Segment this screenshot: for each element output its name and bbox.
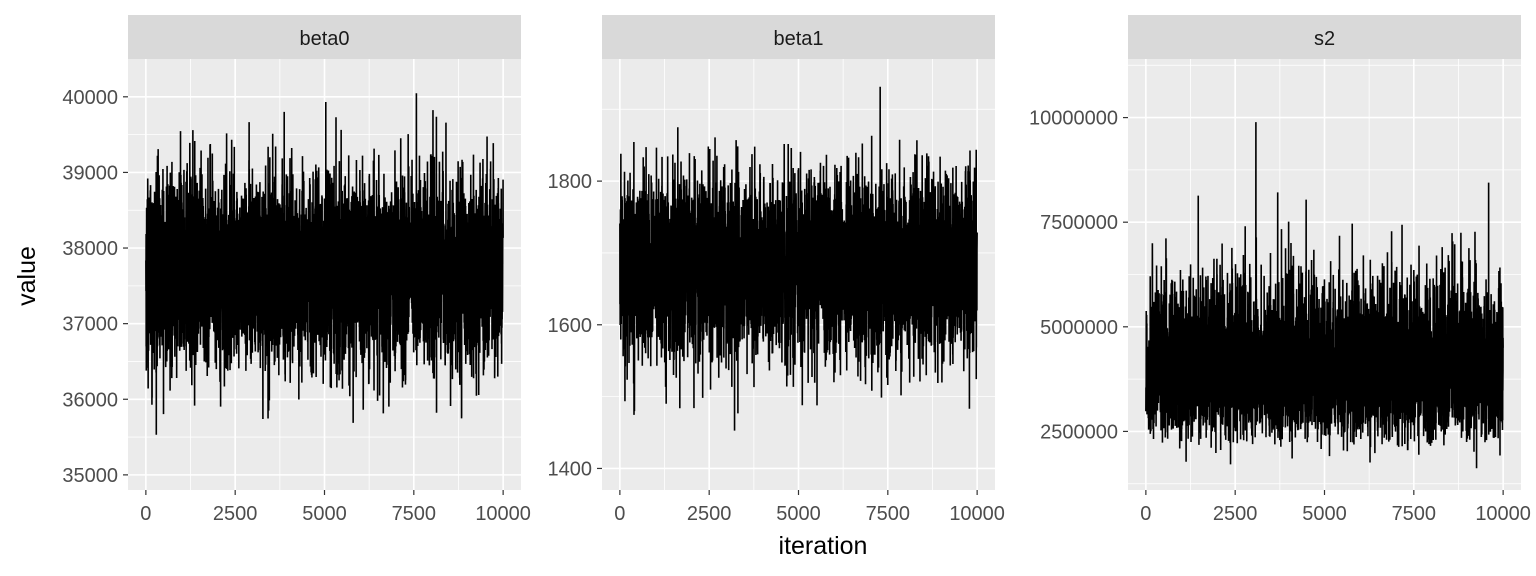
y-tick-label: 1600 xyxy=(548,315,593,337)
strip-label: beta0 xyxy=(299,28,349,50)
x-tick-label: 0 xyxy=(614,503,625,525)
strip-label: beta1 xyxy=(773,28,823,50)
strip-background xyxy=(128,15,521,59)
y-tick-label: 35000 xyxy=(62,465,118,487)
y-tick-label: 37000 xyxy=(62,314,118,336)
strip-label: s2 xyxy=(1314,28,1335,50)
trace-line-beta1 xyxy=(619,86,978,431)
x-tick-label: 7500 xyxy=(392,503,437,525)
x-tick-label: 5000 xyxy=(302,503,347,525)
y-tick-label: 1800 xyxy=(548,171,593,193)
facet-panel-beta1: beta1 0 2500 5000 7500 10000 1400 1600 1800 xyxy=(548,15,1005,525)
x-tick-label: 0 xyxy=(1140,503,1151,525)
x-tick-label: 2500 xyxy=(687,503,732,525)
y-tick-label: 39000 xyxy=(62,162,118,184)
y-tick-label: 40000 xyxy=(62,87,118,109)
x-tick-label: 5000 xyxy=(1302,503,1347,525)
x-tick-label: 5000 xyxy=(776,503,821,525)
y-tick-label: 2500000 xyxy=(1040,421,1118,443)
x-tick-label: 10000 xyxy=(475,503,531,525)
facet-panel-beta0: beta0 0 2500 5000 7500 10000 35000 36000 37000 38… xyxy=(62,15,531,525)
x-tick-label: 2500 xyxy=(1213,503,1258,525)
facet-panel-s2: s2 0 2500 5000 7500 10000 2500000 5000000 750000… xyxy=(1029,15,1531,525)
strip-background xyxy=(602,15,995,59)
x-tick-label: 7500 xyxy=(1392,503,1437,525)
y-axis-title: value xyxy=(13,246,41,306)
trace-line-beta0 xyxy=(145,93,504,435)
x-tick-label: 2500 xyxy=(213,503,258,525)
x-tick-label: 10000 xyxy=(1475,503,1531,525)
y-tick-label: 36000 xyxy=(62,389,118,411)
y-tick-label: 7500000 xyxy=(1040,212,1118,234)
x-tick-label: 0 xyxy=(140,503,151,525)
y-tick-label: 5000000 xyxy=(1040,317,1118,339)
strip-background xyxy=(1128,15,1521,59)
y-tick-label: 38000 xyxy=(62,238,118,260)
y-tick-label: 10000000 xyxy=(1029,108,1118,130)
y-tick-label: 1400 xyxy=(548,458,593,480)
x-tick-label: 7500 xyxy=(866,503,911,525)
x-tick-label: 10000 xyxy=(949,503,1005,525)
trace-line-s2 xyxy=(1145,122,1504,469)
x-axis-title: iteration xyxy=(779,532,868,560)
